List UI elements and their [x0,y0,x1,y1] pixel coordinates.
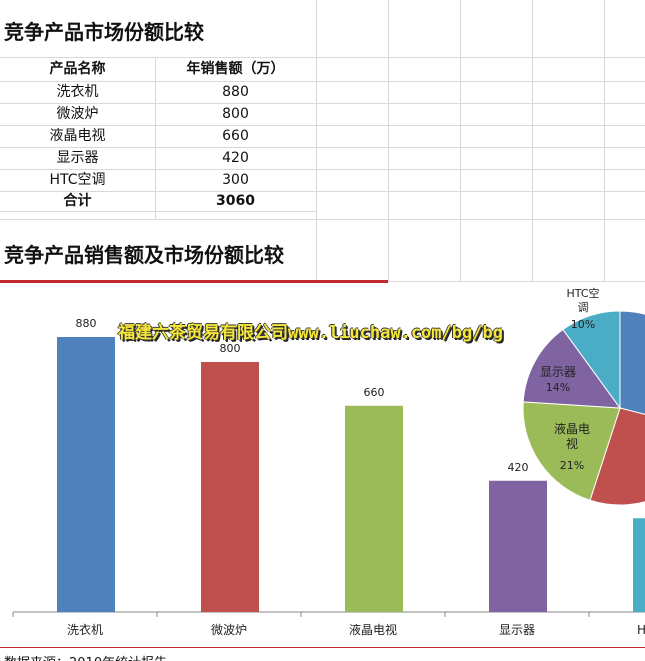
gridline [0,103,645,104]
bar-0 [57,337,115,612]
gridline [0,219,645,220]
x-tick-label: 洗衣机 [67,622,103,637]
x-tick-label: 微波炉 [211,623,247,637]
gridline [0,57,645,58]
gridline [388,281,645,282]
title-underline [0,280,388,283]
gridline [0,125,645,126]
cell-total-value[interactable]: 3060 [216,193,255,209]
pie-label-name: 液晶电 [554,421,590,436]
bar-data-label: 420 [508,461,529,474]
x-tick-label: HTC空调 [637,623,645,637]
gridline [316,0,317,282]
gridline [604,0,605,282]
x-tick-label: 液晶电视 [349,622,397,637]
data-source-note: 数据来源：2010年统计报告 [4,652,167,661]
cell-product[interactable]: 显示器 [56,150,99,166]
cell-product[interactable]: 液晶电视 [49,128,106,144]
cell-total-label[interactable]: 合计 [63,193,92,209]
chart-area[interactable]: 880洗衣机800微波炉660液晶电视420显示器300HTC空调液晶电视21%… [0,282,645,648]
cell-sales[interactable]: 300 [222,172,249,188]
gridline [532,0,533,282]
chart-bottom-border [0,647,645,648]
pie-slice-0 [619,310,645,415]
gridline [460,0,461,282]
header-product[interactable]: 产品名称 [49,61,106,77]
pie-slice-2 [522,401,621,501]
bar-2 [345,405,403,612]
pie-slice-1 [589,407,645,506]
cell-sales[interactable]: 420 [222,150,249,166]
cell-product[interactable]: HTC空调 [49,172,106,188]
pie-label-name: 显示器 [540,365,576,379]
sheet-title: 竞争产品市场份额比较 [4,20,204,44]
pie-slice-4 [562,310,621,410]
pie-label-name: 调 [578,301,589,314]
pie-label-name: HTC空 [566,286,599,300]
cell-product[interactable]: 微波炉 [56,106,99,122]
header-sales[interactable]: 年销售额（万） [186,61,285,77]
gridline [0,191,645,192]
pie-label-pct: 10% [571,318,595,331]
pie-slice-3 [522,328,622,409]
gridline [0,211,316,212]
x-tick-label: 显示器 [499,623,535,637]
gridline [0,169,645,170]
bar-data-label: 880 [76,317,97,330]
cell-sales[interactable]: 660 [222,128,249,144]
bar-3 [489,480,547,612]
pie-label-pct: 21% [560,459,584,472]
chart-section-title: 竞争产品销售额及市场份额比较 [4,243,284,267]
cell-sales[interactable]: 800 [222,106,249,122]
cell-sales[interactable]: 880 [222,84,249,100]
gridline [0,81,645,82]
bar-data-label: 800 [220,342,241,355]
watermark: 福建六茶贸易有限公司www.liuchaw.com/bg/bg [118,323,503,343]
gridline [155,57,156,220]
pie-label-pct: 14% [546,381,570,394]
bar-1 [201,362,259,612]
gridline [0,147,645,148]
cell-product[interactable]: 洗衣机 [56,84,99,100]
bar-4 [633,518,645,612]
gridline [388,0,389,282]
pie-label-name: 视 [566,436,578,451]
bar-data-label: 660 [364,386,385,399]
